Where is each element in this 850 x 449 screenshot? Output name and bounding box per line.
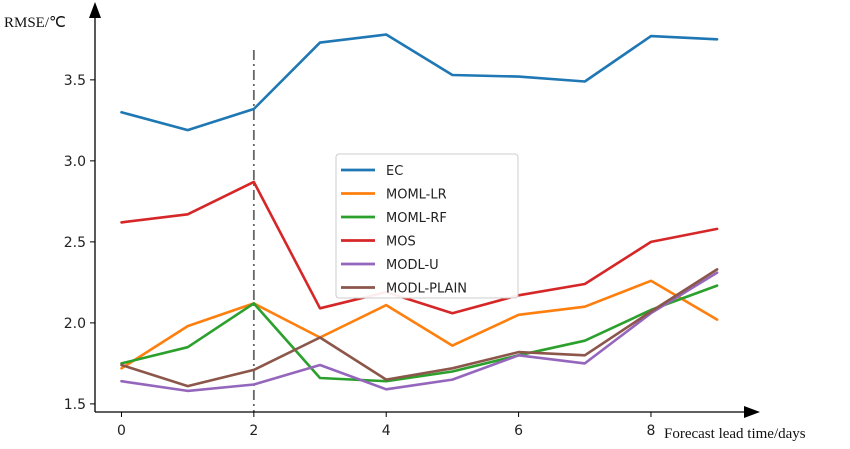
series-line-moml-rf	[120, 284, 719, 383]
legend-label-mos: MOS	[386, 235, 416, 250]
series-line-mos	[120, 180, 719, 315]
x-tick-label: 4	[382, 423, 391, 439]
x-tick-label: 0	[117, 423, 126, 439]
x-tick-label: 8	[646, 423, 655, 439]
legend-label-ec: EC	[386, 164, 403, 179]
y-tick-label: 3.5	[64, 73, 86, 89]
ticks-layer: 0 2 4 6 8 1.5 2.0 2.5 3.0 3.5	[64, 73, 656, 439]
y-axis-title: RMSE/℃	[4, 15, 66, 31]
series-line-moml-lr	[120, 279, 719, 370]
series-layer	[120, 33, 719, 393]
x-axis-title: Forecast lead time/days	[664, 426, 806, 442]
y-tick-label: 1.5	[64, 397, 86, 413]
x-tick-label: 6	[514, 423, 523, 439]
series-line-modl-u	[120, 271, 719, 393]
y-tick-label: 2.5	[64, 235, 86, 251]
y-axis-arrow-icon	[89, 2, 101, 18]
legend-label-moml-rf: MOML-RF	[386, 211, 447, 226]
legend-label-moml-lr: MOML-LR	[386, 188, 447, 203]
x-tick-label: 2	[249, 423, 258, 439]
series-line-ec	[120, 33, 719, 132]
y-tick-label: 3.0	[64, 154, 86, 170]
series-line-modl-plain	[120, 268, 719, 388]
y-tick-label: 2.0	[64, 316, 86, 332]
legend-frame	[335, 153, 519, 299]
legend-label-modl-u: MODL-U	[386, 258, 439, 273]
legend-label-modl-plain: MODL-PLAIN	[386, 282, 467, 297]
legend: EC MOML-LR MOML-RF MOS MODL-U MODL-PLAIN	[335, 153, 519, 299]
x-axis-arrow-icon	[744, 406, 760, 418]
